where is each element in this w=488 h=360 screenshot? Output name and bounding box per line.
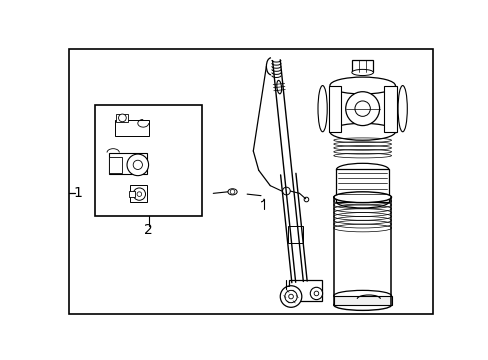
Circle shape <box>304 197 308 202</box>
Bar <box>333 296 391 305</box>
Bar <box>116 114 127 122</box>
Ellipse shape <box>333 300 391 310</box>
Circle shape <box>137 192 142 197</box>
Ellipse shape <box>397 86 407 132</box>
Ellipse shape <box>333 192 391 203</box>
Text: 2: 2 <box>144 222 153 237</box>
Bar <box>115 120 149 136</box>
Circle shape <box>280 286 301 307</box>
Bar <box>95 105 202 216</box>
Bar <box>108 153 147 174</box>
Ellipse shape <box>317 86 326 132</box>
Ellipse shape <box>336 195 388 208</box>
Circle shape <box>118 114 126 122</box>
Bar <box>351 60 373 72</box>
Circle shape <box>354 101 369 116</box>
Bar <box>336 170 388 202</box>
Circle shape <box>345 92 379 126</box>
Circle shape <box>313 291 318 296</box>
Bar <box>108 157 122 172</box>
Bar <box>289 280 321 301</box>
Circle shape <box>285 291 297 303</box>
Circle shape <box>282 187 290 195</box>
Ellipse shape <box>276 80 281 94</box>
Circle shape <box>133 160 142 170</box>
Circle shape <box>230 189 234 194</box>
Ellipse shape <box>329 123 395 140</box>
Bar <box>128 191 135 197</box>
Circle shape <box>310 287 322 300</box>
Bar <box>384 86 396 132</box>
Text: 1: 1 <box>73 186 82 201</box>
Circle shape <box>127 154 148 176</box>
Circle shape <box>133 188 145 200</box>
Bar <box>130 185 147 202</box>
Bar <box>328 86 341 132</box>
Bar <box>287 226 303 243</box>
Ellipse shape <box>227 189 237 195</box>
Bar <box>329 86 395 132</box>
Ellipse shape <box>333 291 391 301</box>
Ellipse shape <box>351 69 373 76</box>
Ellipse shape <box>329 77 395 94</box>
Ellipse shape <box>336 163 388 176</box>
Circle shape <box>288 294 293 299</box>
